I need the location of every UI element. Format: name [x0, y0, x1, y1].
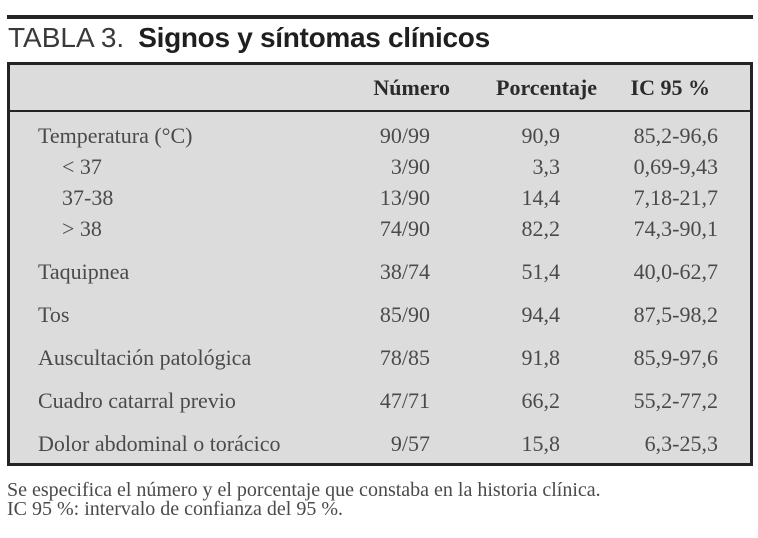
- header-row: Número Porcentaje IC 95 %: [10, 65, 750, 112]
- data-table: Número Porcentaje IC 95 % Temperatura (°…: [10, 65, 750, 462]
- cell-porcentaje: 15,8: [521, 431, 561, 456]
- table-row: 37-38 13/90 14,4 7,18-21,7: [10, 185, 750, 216]
- cell-porcentaje: 90,9: [521, 123, 561, 148]
- cell-ic95: 55,2-77,2: [633, 388, 718, 413]
- row-label: Auscultación patológica: [38, 345, 252, 370]
- cell-numero: 13/90: [379, 185, 430, 210]
- clinical-signs-table: Número Porcentaje IC 95 % Temperatura (°…: [7, 62, 753, 466]
- row-label: Cuadro catarral previo: [38, 388, 236, 413]
- table-row: Cuadro catarral previo 47/71 66,2 55,2-7…: [10, 376, 750, 419]
- table-number-label: TABLA 3.: [8, 22, 125, 53]
- cell-ic95: 0,69-9,43: [633, 154, 718, 179]
- cell-ic95: 7,18-21,7: [633, 185, 718, 210]
- row-label: 37-38: [62, 185, 114, 210]
- header-empty-cell: [10, 65, 333, 112]
- cell-numero: 9/57: [390, 431, 430, 456]
- row-label: Tos: [38, 302, 70, 327]
- cell-porcentaje: 66,2: [521, 388, 561, 413]
- cell-porcentaje: 94,4: [521, 302, 561, 327]
- footnote-line-2: IC 95 %: intervalo de confianza del 95 %…: [7, 498, 343, 520]
- header-porcentaje: Porcentaje: [455, 65, 600, 112]
- cell-numero: 74/90: [379, 216, 430, 241]
- cell-ic95: 87,5-98,2: [633, 302, 718, 327]
- table-row: Auscultación patológica 78/85 91,8 85,9-…: [10, 333, 750, 376]
- row-label: < 37: [62, 154, 102, 179]
- cell-porcentaje: 91,8: [521, 345, 561, 370]
- cell-ic95: 85,2-96,6: [633, 123, 718, 148]
- cell-numero: 90/99: [379, 123, 430, 148]
- cell-numero: 3/90: [390, 154, 430, 179]
- cell-ic95: 74,3-90,1: [633, 216, 718, 241]
- footnotes: Se especifica el número y el porcentaje …: [7, 479, 601, 520]
- header-ic95: IC 95 %: [600, 65, 750, 112]
- row-label: Dolor abdominal o torácico: [38, 431, 281, 456]
- cell-ic95: 6,3-25,3: [644, 431, 718, 456]
- cell-porcentaje: 3,3: [532, 154, 561, 179]
- cell-ic95: 40,0-62,7: [633, 259, 718, 284]
- footnote-line-1: Se especifica el número y el porcentaje …: [7, 479, 601, 501]
- table-caption: TABLA 3. Signos y síntomas clínicos: [8, 24, 490, 52]
- cell-porcentaje: 82,2: [521, 216, 561, 241]
- cell-numero: 47/71: [379, 388, 430, 413]
- row-label: Temperatura (°C): [38, 123, 193, 148]
- table-row: Dolor abdominal o torácico 9/57 15,8 6,3…: [10, 419, 750, 462]
- table-row: Temperatura (°C) 90/99 90,9 85,2-96,6: [10, 111, 750, 154]
- cell-numero: 85/90: [379, 302, 430, 327]
- row-label: Taquipnea: [38, 259, 130, 284]
- cell-numero: 38/74: [379, 259, 430, 284]
- cell-ic95: 85,9-97,6: [633, 345, 718, 370]
- title-rule: [7, 15, 753, 19]
- header-numero: Número: [333, 65, 455, 112]
- cell-numero: 78/85: [379, 345, 430, 370]
- table-row: > 38 74/90 82,2 74,3-90,1: [10, 216, 750, 247]
- row-label: > 38: [62, 216, 102, 241]
- cell-porcentaje: 14,4: [521, 185, 561, 210]
- table-row: Taquipnea 38/74 51,4 40,0-62,7: [10, 247, 750, 290]
- cell-porcentaje: 51,4: [521, 259, 561, 284]
- table-title: Signos y síntomas clínicos: [138, 22, 490, 53]
- table-row: < 37 3/90 3,3 0,69-9,43: [10, 154, 750, 185]
- table-row: Tos 85/90 94,4 87,5-98,2: [10, 290, 750, 333]
